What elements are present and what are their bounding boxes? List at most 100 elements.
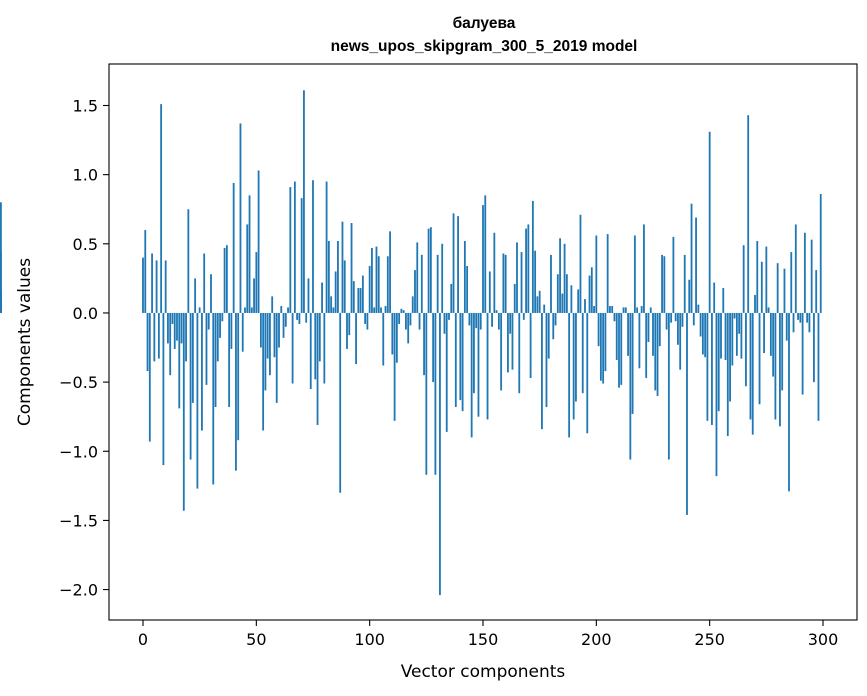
- bar: [613, 312, 616, 322]
- bar: [733, 312, 736, 319]
- bar: [615, 312, 618, 360]
- bar: [157, 312, 160, 359]
- bar: [210, 274, 212, 313]
- bar: [445, 312, 448, 432]
- bar: [520, 252, 523, 313]
- bar: [491, 312, 493, 327]
- bar: [624, 307, 627, 313]
- bar: [720, 312, 722, 359]
- bar: [511, 312, 514, 370]
- bar: [622, 307, 625, 313]
- bar: [672, 236, 675, 313]
- bar: [275, 312, 278, 403]
- y-tick-label: 1.0: [73, 166, 98, 185]
- y-tick-label: −1.0: [59, 442, 98, 461]
- bar: [278, 312, 280, 348]
- bar: [495, 310, 498, 313]
- x-axis-label: Vector components: [401, 662, 566, 682]
- bar: [745, 312, 747, 387]
- bar: [556, 274, 559, 313]
- bar: [797, 312, 799, 320]
- bar: [645, 312, 648, 378]
- bar: [341, 221, 344, 313]
- y-tick-label: −0.5: [59, 373, 98, 392]
- bar: [504, 254, 507, 313]
- bar: [661, 254, 663, 313]
- bar: [250, 307, 253, 313]
- bar: [253, 278, 255, 313]
- bar: [647, 312, 650, 342]
- bar: [706, 312, 709, 421]
- bar: [173, 312, 176, 349]
- bar: [169, 312, 172, 376]
- bar: [731, 312, 734, 366]
- x-tick-label: 150: [468, 630, 499, 649]
- bar: [749, 312, 752, 420]
- bar: [769, 312, 772, 356]
- bar: [690, 203, 693, 313]
- bar: [407, 312, 410, 344]
- bar: [255, 252, 258, 313]
- bar: [373, 307, 376, 313]
- bar: [323, 312, 326, 384]
- x-tick-label: 0: [138, 630, 148, 649]
- bar: [182, 312, 185, 511]
- y-tick-label: −1.5: [59, 511, 98, 530]
- bar: [801, 312, 804, 395]
- bar: [813, 312, 815, 383]
- bar: [758, 312, 761, 405]
- bar: [747, 115, 750, 313]
- bar: [350, 223, 353, 313]
- bar: [162, 312, 165, 466]
- bar: [588, 275, 591, 313]
- bar: [665, 312, 668, 330]
- bar: [692, 312, 695, 326]
- bar: [389, 231, 391, 313]
- x-tick-label: 100: [354, 630, 385, 649]
- bar: [559, 238, 561, 313]
- bar: [361, 275, 364, 313]
- bar: [241, 312, 244, 352]
- bar: [640, 306, 643, 313]
- bar: [409, 312, 412, 326]
- bar: [806, 312, 809, 323]
- bar: [0, 202, 2, 313]
- bar: [658, 312, 661, 347]
- bar: [282, 312, 285, 338]
- bar: [411, 296, 414, 313]
- bar: [803, 232, 806, 313]
- bar: [516, 242, 518, 313]
- bar: [493, 232, 496, 313]
- bar: [579, 214, 582, 313]
- bar: [538, 290, 541, 313]
- bar: [305, 312, 308, 323]
- bar: [776, 263, 779, 313]
- bar: [337, 241, 339, 313]
- bar: [531, 200, 534, 313]
- bar: [679, 312, 682, 370]
- bar: [368, 265, 371, 313]
- bar: [228, 312, 231, 408]
- bar: [325, 181, 328, 313]
- bar: [815, 270, 818, 313]
- bar: [434, 312, 437, 475]
- bar: [427, 228, 430, 313]
- bar: [425, 312, 428, 475]
- bar: [667, 312, 670, 460]
- bar: [291, 312, 294, 384]
- bar: [264, 312, 267, 391]
- bar: [792, 312, 795, 333]
- bar: [577, 289, 580, 313]
- bar: [738, 312, 741, 334]
- bar: [327, 241, 330, 313]
- bar: [461, 312, 464, 412]
- bar: [704, 312, 707, 358]
- bar: [522, 312, 525, 320]
- bar: [760, 261, 763, 313]
- bar: [418, 312, 421, 330]
- bar: [729, 312, 731, 402]
- bar: [754, 294, 756, 313]
- bar: [391, 312, 394, 355]
- bar: [402, 310, 405, 313]
- bar: [477, 312, 480, 417]
